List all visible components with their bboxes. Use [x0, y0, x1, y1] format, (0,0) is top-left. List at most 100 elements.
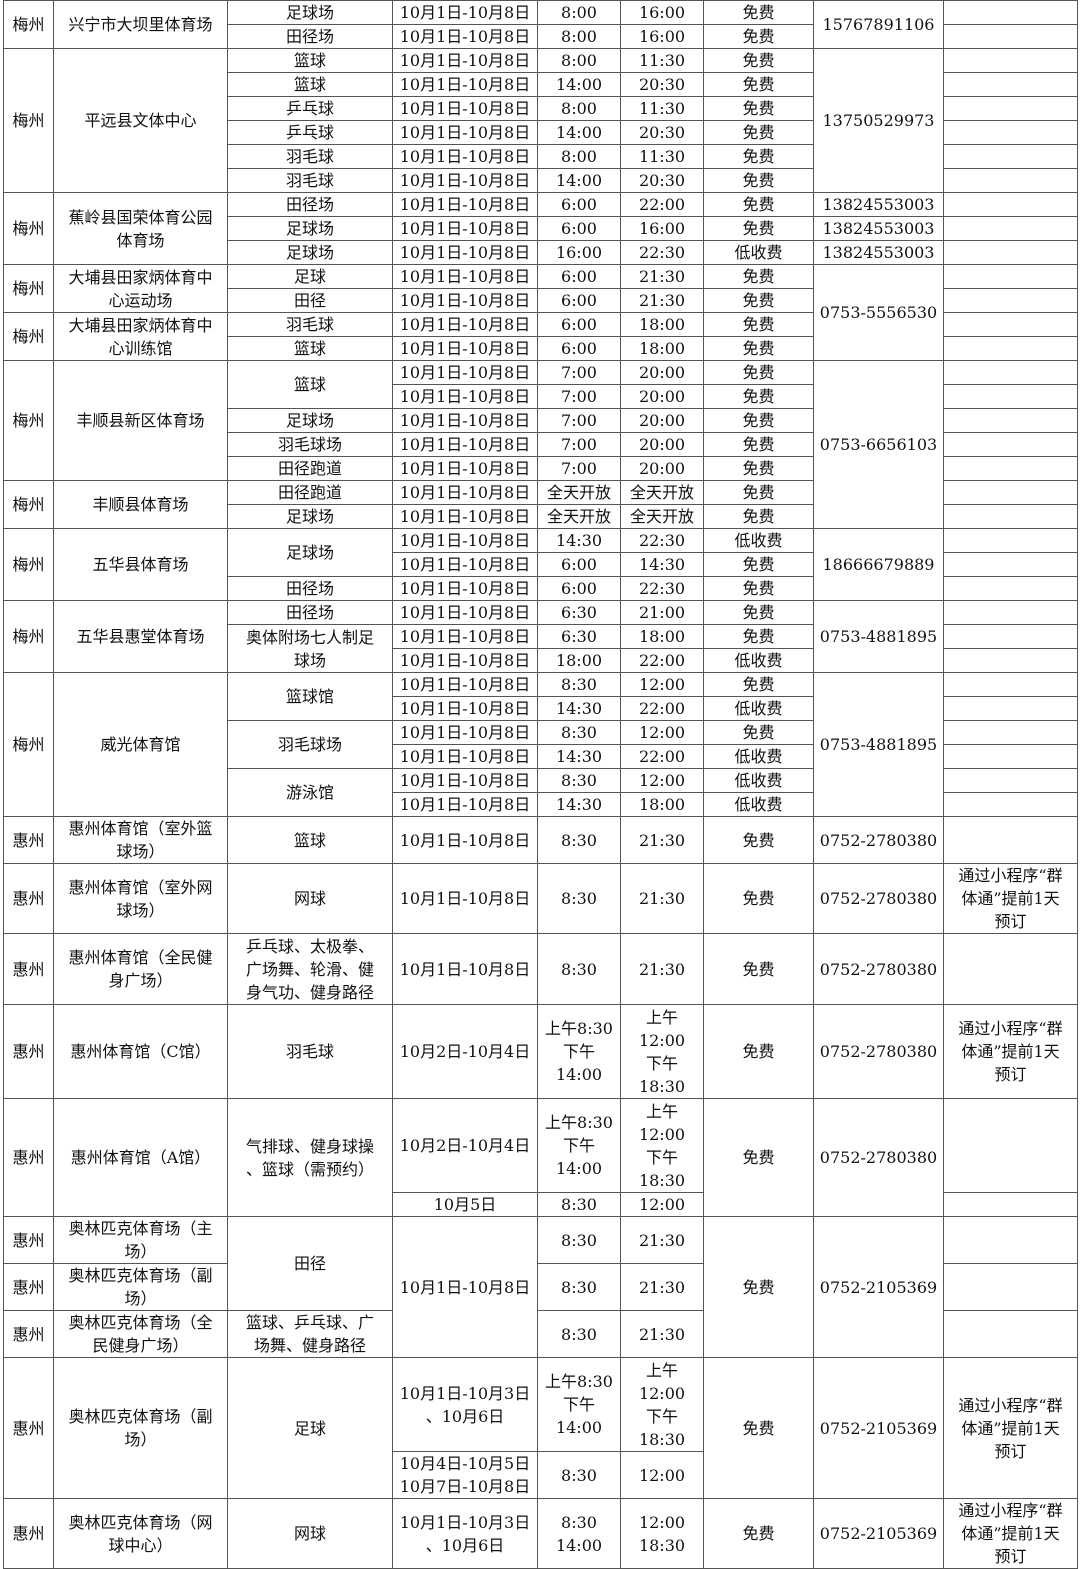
date-cell: 10月1日-10月8日: [392, 648, 538, 673]
table-row: 惠州 惠州体育馆（室外篮 球场） 篮球 10月1日-10月8日 8:30 21:30 免费 0…: [3, 816, 1078, 864]
close-time-cell: 22:30: [620, 576, 704, 601]
open-time-cell: 8:30: [537, 1451, 621, 1499]
table-row: 田径场 10月1日-10月8日 6:00 22:30 免费: [4, 576, 1078, 601]
open-time-cell: 8:30: [537, 672, 621, 697]
venue-cell: 奥林匹克体育场（网 球中心）: [53, 1498, 228, 1569]
city-cell: 惠州: [3, 1004, 54, 1099]
table-row: 10月1日-10月8日 18:00 22:00 低收费: [4, 648, 1078, 673]
open-time-cell: 7:00: [537, 408, 621, 433]
note-cell: [943, 0, 1078, 25]
close-time-cell: 12:00: [620, 720, 704, 745]
sport-cell: 足球场: [227, 528, 393, 577]
venue-cell: 奥林匹克体育场（主 场）: [53, 1216, 228, 1264]
note-cell: [943, 168, 1078, 193]
sport-cell: 奥体附场七人制足 球场: [227, 624, 393, 673]
phone-cell: 13750529973: [813, 48, 944, 193]
venue-cell: 奥林匹克体育场（副 场）: [53, 1357, 228, 1499]
date-cell: 10月1日-10月8日: [392, 432, 538, 457]
table-row: 惠州 奥林匹克体育场（网 球中心） 网球 10月1日-10月3日 、10月6日 8:30…: [3, 1498, 1078, 1569]
fee-cell: 免费: [703, 312, 814, 337]
fee-cell: 免费: [703, 720, 814, 745]
phone-cell: 15767891106: [813, 0, 944, 49]
note-cell: [943, 504, 1078, 529]
close-time-cell: 21:30: [620, 1216, 704, 1264]
close-time-cell: 22:00: [620, 696, 704, 721]
open-time-cell: 8:30: [537, 1216, 621, 1264]
fee-cell: 免费: [703, 120, 814, 145]
note-cell: [943, 816, 1078, 864]
table-row: 田径场 10月1日-10月8日 8:00 16:00 免费: [4, 24, 1078, 49]
table-row: 惠州 惠州体育馆（C馆） 羽毛球 10月2日-10月4日 上午8:30 下午 14:00…: [3, 1004, 1078, 1099]
date-cell: 10月1日-10月8日: [392, 624, 538, 649]
city-cell: 惠州: [3, 1498, 54, 1569]
open-time-cell: 18:00: [537, 648, 621, 673]
open-time-cell: 6:00: [537, 312, 621, 337]
date-cell: 10月1日-10月8日: [392, 192, 538, 217]
venue-cell: 兴宁市大坝里体育场: [53, 0, 228, 49]
note-cell: [943, 24, 1078, 49]
note-cell: [943, 312, 1078, 337]
sport-cell: 篮球: [227, 360, 393, 409]
open-time-cell: 6:30: [537, 600, 621, 625]
table-row: 羽毛球 10月1日-10月8日 8:00 11:30 免费: [4, 144, 1078, 169]
note-cell: [943, 1192, 1078, 1217]
note-cell: [943, 1098, 1078, 1193]
fee-cell: 免费: [703, 933, 814, 1005]
venue-cell: 奥林匹克体育场（全 民健身广场）: [53, 1310, 228, 1358]
date-cell: 10月1日-10月8日: [392, 600, 538, 625]
note-cell: [943, 744, 1078, 769]
close-time-cell: 20:00: [620, 456, 704, 481]
city-cell: 梅州: [3, 672, 54, 817]
open-time-cell: 6:00: [537, 288, 621, 313]
city-cell: 梅州: [3, 312, 54, 361]
table-row: 梅州 五华县体育场 足球场 10月1日-10月8日 14:30 22:30 低收费 18666…: [3, 528, 1078, 601]
venue-cell: 惠州体育馆（室外网 球场）: [53, 863, 228, 934]
fee-cell: 免费: [703, 863, 814, 934]
close-time-cell: 18:00: [620, 336, 704, 361]
close-time-cell: 12:00: [620, 672, 704, 697]
table-row: 惠州 奥林匹克体育场（副 场） 足球 10月1日-10月3日 、10月6日 上午8:30…: [3, 1357, 1078, 1499]
fee-cell: 免费: [703, 96, 814, 121]
note-cell: 通过小程序“群 体通”提前1天 预订: [943, 1498, 1078, 1569]
date-cell: 10月1日-10月3日 、10月6日: [392, 1498, 538, 1569]
table-row: 乒乓球 10月1日-10月8日 8:00 11:30 免费: [4, 96, 1078, 121]
close-time-cell: 21:30: [620, 264, 704, 289]
open-time-cell: 14:00: [537, 120, 621, 145]
close-time-cell: 21:30: [620, 288, 704, 313]
date-cell: 10月1日-10月8日: [392, 72, 538, 97]
table-row: 羽毛球场 10月1日-10月8日 8:30 12:00 免费: [4, 720, 1078, 769]
phone-cell: 13824553003: [813, 192, 944, 217]
fee-cell: 免费: [703, 552, 814, 577]
venue-cell: 惠州体育馆（全民健 身广场）: [53, 933, 228, 1005]
open-time-cell: 14:30: [537, 528, 621, 553]
fee-cell: 免费: [703, 1004, 814, 1099]
table-row: 羽毛球 10月1日-10月8日 14:00 20:30 免费: [4, 168, 1078, 193]
note-cell: [943, 648, 1078, 673]
sport-cell: 田径场: [227, 192, 393, 217]
fee-cell: 低收费: [703, 744, 814, 769]
phone-cell: 0752-2105369: [813, 1357, 944, 1499]
city-cell: 梅州: [3, 192, 54, 265]
close-time-cell: 18:00: [620, 792, 704, 817]
close-time-cell: 16:00: [620, 216, 704, 241]
date-cell: 10月1日-10月8日: [392, 480, 538, 505]
close-time-cell: 11:30: [620, 144, 704, 169]
note-cell: [943, 720, 1078, 745]
date-cell: 10月1日-10月8日: [392, 240, 538, 265]
table-row: 惠州 惠州体育馆（A馆） 气排球、健身球操 、篮球（需预约） 10月2日-10月4日上…: [3, 1098, 1078, 1217]
date-cell: 10月1日-10月8日: [392, 720, 538, 745]
open-time-cell: 8:30: [537, 1192, 621, 1217]
open-time-cell: 上午8:30 下午 14:00: [537, 1098, 621, 1193]
fee-cell: 免费: [703, 1498, 814, 1569]
open-time-cell: 8:00: [537, 96, 621, 121]
fee-cell: 免费: [703, 144, 814, 169]
sport-cell: 乒乓球: [227, 96, 393, 121]
close-time-cell: 20:30: [620, 120, 704, 145]
close-time-cell: 上午 12:00 下午 18:30: [620, 1357, 704, 1452]
city-cell: 梅州: [3, 0, 54, 49]
table-row: 惠州 奥林匹克体育场（副 场） 8:30 21:30: [3, 1263, 1078, 1311]
fee-cell: 免费: [703, 336, 814, 361]
date-cell: 10月2日-10月4日: [392, 1098, 538, 1193]
close-time-cell: 21:30: [620, 816, 704, 864]
date-cell: 10月1日-10月8日: [392, 576, 538, 601]
